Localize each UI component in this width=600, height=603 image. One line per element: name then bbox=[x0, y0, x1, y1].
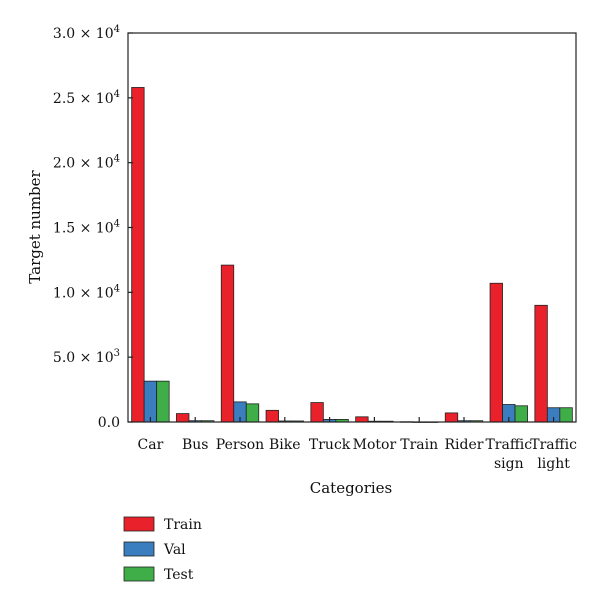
bar-train-car bbox=[131, 87, 145, 423]
x-tick-label: Car bbox=[138, 437, 164, 453]
bar-test-traffic-light bbox=[559, 407, 573, 423]
x-tick-label: Truck bbox=[309, 437, 351, 453]
x-axis-title: Categories bbox=[310, 479, 393, 497]
bar-train-bus bbox=[176, 413, 190, 423]
x-tick-label: Motor bbox=[353, 437, 397, 453]
x-tick-label: Traffic light bbox=[530, 437, 577, 472]
x-tick-label: Bus bbox=[182, 437, 209, 453]
y-tick-label: 1.5 × 104 bbox=[53, 219, 120, 237]
y-tick-label: 2.0 × 104 bbox=[53, 154, 120, 172]
bar-test-car bbox=[156, 380, 170, 423]
bar-val-car bbox=[143, 380, 158, 423]
y-tick-label: 3.0 × 104 bbox=[53, 24, 120, 42]
legend-label-test: Test bbox=[164, 567, 194, 583]
legend-swatch-val bbox=[123, 541, 155, 557]
legend-swatch-test bbox=[123, 566, 155, 582]
y-tick-label: 1.0 × 104 bbox=[53, 283, 120, 301]
bar-train-rider bbox=[444, 412, 459, 423]
legend-label-val: Val bbox=[163, 542, 186, 558]
x-axis-ticks: Car Bus Person Bike Truck Motor Train Rider Traf… bbox=[138, 417, 577, 472]
legend: Train Val Test bbox=[123, 516, 202, 583]
x-tick-label: Person bbox=[216, 437, 264, 453]
legend-swatch-train bbox=[123, 516, 155, 532]
bar-test-person bbox=[245, 403, 260, 423]
bars-group bbox=[131, 87, 573, 423]
bar-train-motor bbox=[355, 416, 369, 423]
x-tick-label: Bike bbox=[269, 437, 301, 453]
y-tick-label: 2.5 × 104 bbox=[53, 89, 120, 107]
x-tick-label: Train bbox=[400, 437, 438, 453]
bar-test-traffic-sign bbox=[514, 405, 528, 423]
bar-train-truck bbox=[310, 402, 324, 423]
plot-area-frame bbox=[127, 32, 577, 423]
legend-label-train: Train bbox=[164, 517, 202, 533]
x-tick-label: Rider bbox=[445, 437, 484, 453]
bar-train-person bbox=[220, 264, 235, 423]
y-tick-label: 5.0 × 103 bbox=[53, 348, 120, 366]
bar-train-bike bbox=[265, 409, 279, 423]
bar-train-traffic-light bbox=[534, 304, 548, 423]
x-tick-label: Traffic sign bbox=[485, 437, 532, 472]
bar-train-traffic-sign bbox=[489, 282, 503, 423]
y-tick-label: 0.0 bbox=[98, 415, 120, 431]
y-axis-title: Target number bbox=[26, 169, 44, 283]
y-axis-ticks: 0.0 5.0 × 103 1.0 × 104 1.5 × 104 2.0 × 104 2… bbox=[53, 24, 133, 431]
